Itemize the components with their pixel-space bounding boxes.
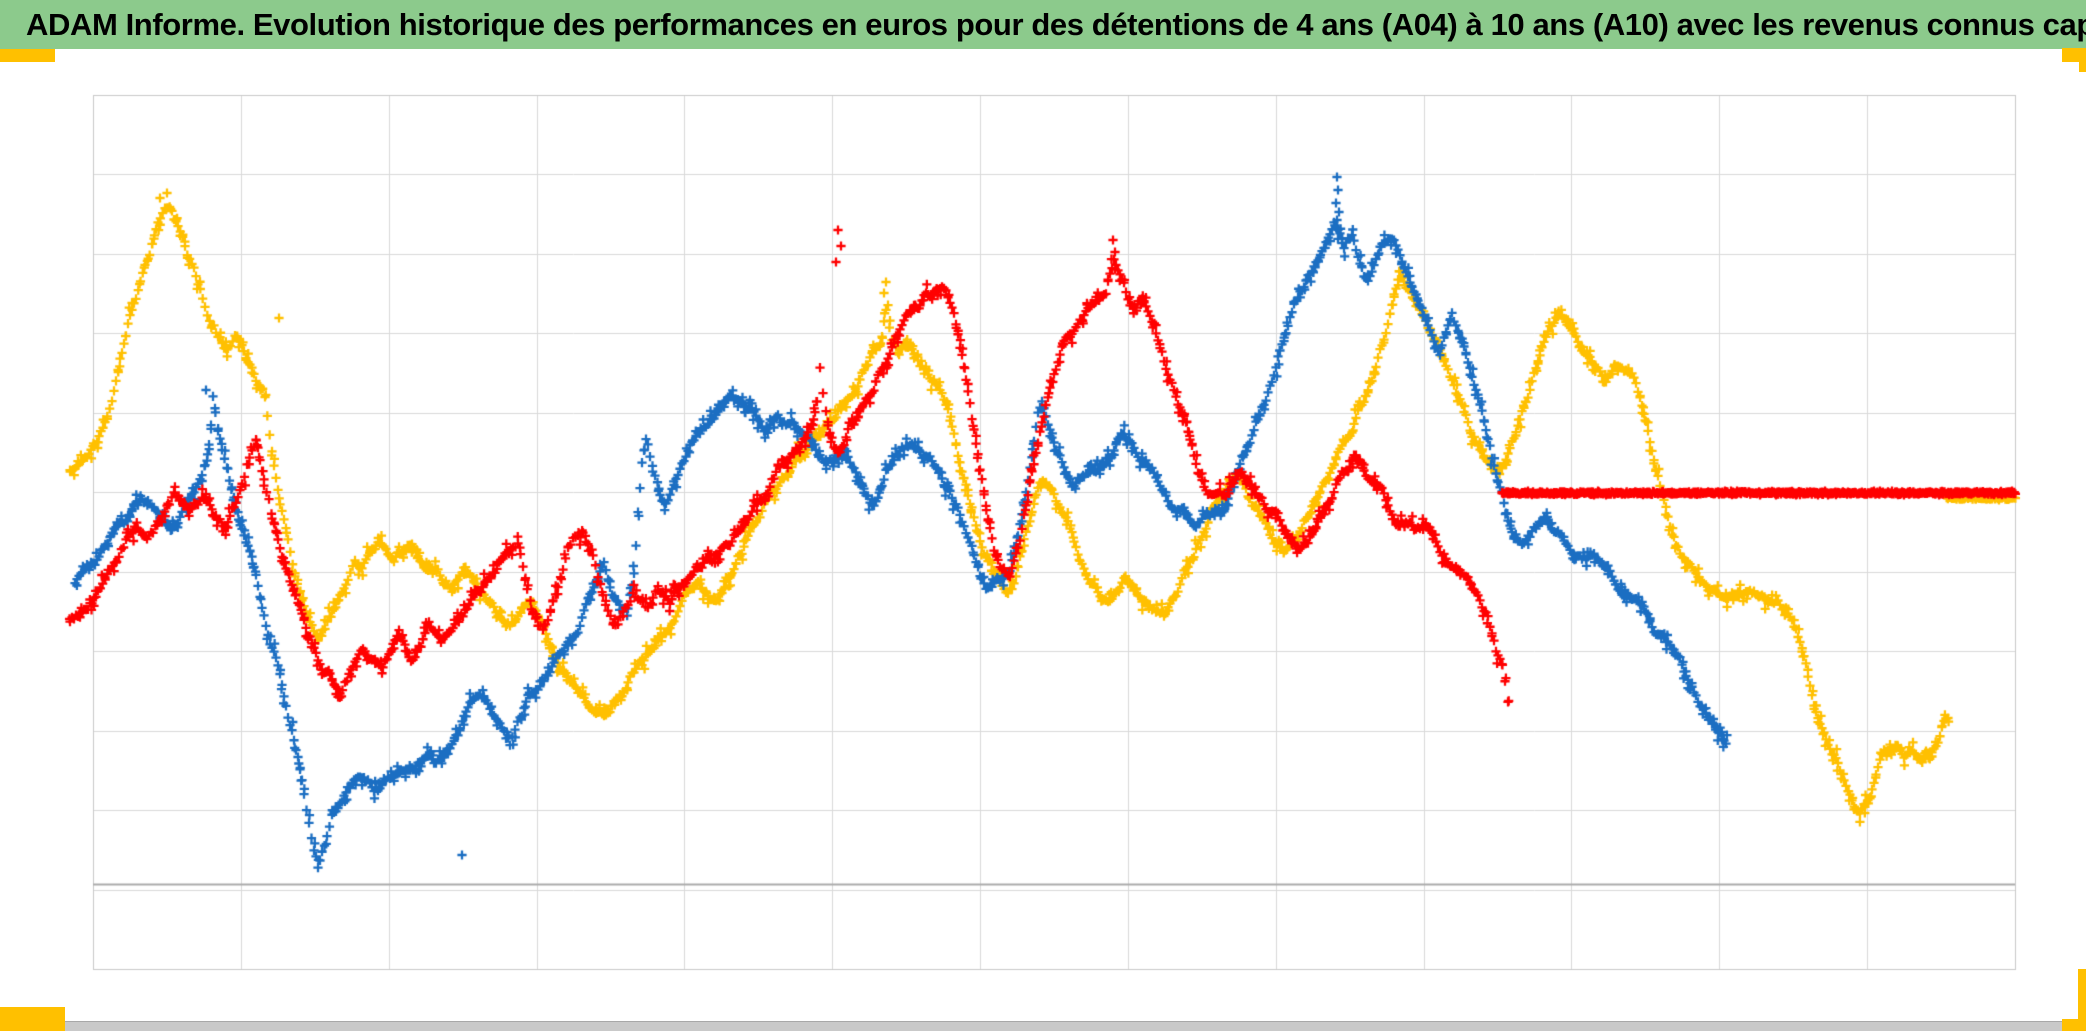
selection-handle-bottom-right[interactable] [2062, 1019, 2086, 1031]
selection-handle-bottom-right-edge[interactable] [2078, 969, 2086, 1031]
page-title: ADAM Informe. Evolution historique des p… [26, 6, 2086, 42]
bottom-strip [0, 1021, 2086, 1031]
selection-handle-top-right-edge[interactable] [2079, 48, 2086, 72]
header-bar: ADAM Informe. Evolution historique des p… [0, 0, 2086, 49]
selection-handle-bottom-left[interactable] [0, 1007, 65, 1031]
selection-handle-top-left[interactable] [0, 49, 55, 62]
